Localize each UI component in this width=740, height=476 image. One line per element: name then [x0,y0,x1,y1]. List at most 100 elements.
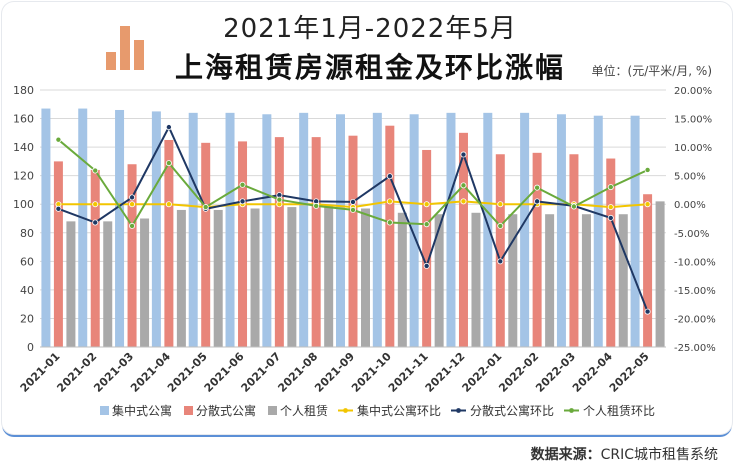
legend-marker [569,408,574,413]
line-point [129,222,136,229]
chart-title-line1: 2021年1月-2022年5月 [223,14,517,44]
bar [446,112,456,347]
bar [225,112,235,347]
bar [176,209,186,347]
source-label: 数据来源： [530,447,601,463]
bar [201,142,211,347]
line-point [129,194,136,201]
line-point [165,201,172,208]
line-point [202,204,209,211]
bar [274,137,284,347]
bar [655,201,665,347]
y-tick-label-right: 10.00% [674,143,712,154]
line-point [386,173,393,180]
line-point [607,204,614,211]
bar [483,112,493,347]
line-point [349,206,356,213]
bar [348,135,358,347]
legend-marker [343,408,348,413]
bar [250,208,260,347]
bar [397,212,407,347]
bar [140,218,150,347]
data-source: 数据来源：CRIC城市租售系统 [531,444,718,464]
line-point [570,203,577,210]
y-tick-label-left: 120 [13,170,34,183]
bar [287,207,297,347]
bar [299,112,309,347]
line-point [497,222,504,229]
line-point [460,182,467,189]
bar [556,114,566,348]
line-point [55,136,62,143]
bar [164,139,174,347]
line-point [386,219,393,226]
bar [471,212,481,347]
bar [520,112,530,347]
line-point [423,201,430,208]
line-point [92,219,99,226]
line-point [644,166,651,173]
bar [336,114,345,348]
bar [532,152,542,347]
y-tick-label-left: 160 [13,113,34,126]
y-tick-label-right: 20.00% [674,86,712,97]
bar [372,112,382,347]
line-point [644,308,651,315]
y-tick-label-left: 100 [13,198,34,211]
bar [213,209,223,347]
line-point [497,258,504,265]
line-point [349,198,356,205]
bar [593,115,603,347]
bar [238,141,248,347]
line-point [534,198,541,205]
legend-label: 分散式公寓环比 [470,403,554,418]
bar [151,111,161,348]
bar [127,164,137,347]
line-point [239,181,246,188]
bar [90,169,100,347]
bar [569,154,579,347]
y-tick-label-right: -15.00% [674,286,716,297]
legend-label: 集中式公寓 [112,403,172,418]
unit-label: 单位：(元/平米/月, %) [591,64,712,78]
line-point [129,201,136,208]
bar [324,205,334,347]
line-point [423,221,430,228]
legend-label: 个人租赁环比 [583,404,655,418]
line-point [607,214,614,221]
line-point [607,184,614,191]
bar [262,114,272,348]
chart-title-line2: 上海租赁房源租金及环比涨幅 [174,51,565,84]
y-tick-label-left: 20 [20,312,34,325]
y-tick-label-left: 40 [20,284,34,297]
line-point [92,201,99,208]
bar-chart-icon [106,26,146,70]
line-point [239,198,246,205]
bar [434,214,444,347]
bar [41,108,51,347]
legend-marker [456,408,461,413]
legend-label: 集中式公寓环比 [357,403,441,418]
y-tick-label-right: -5.00% [674,229,709,240]
line-point [460,151,467,158]
source-value: CRIC城市租售系统 [600,447,718,463]
bar [630,115,640,347]
bar [311,137,321,347]
bar [508,214,518,347]
line-point [55,205,62,212]
bar [545,214,555,347]
y-tick-label-left: 140 [13,141,34,154]
line-point [165,160,172,167]
y-tick-label-right: 0.00% [674,200,706,211]
bar [188,112,198,347]
line-point [534,184,541,191]
bar [495,154,505,347]
legend-label: 分散式公寓 [196,403,256,418]
legend-label: 个人租赁 [280,404,328,418]
bar [458,132,468,347]
y-tick-label-right: -20.00% [674,314,716,325]
y-tick-label-right: -10.00% [674,257,716,268]
bar [361,208,370,347]
x-tick-label: 2022-05 [607,350,652,395]
y-tick-label-left: 0 [27,341,34,354]
